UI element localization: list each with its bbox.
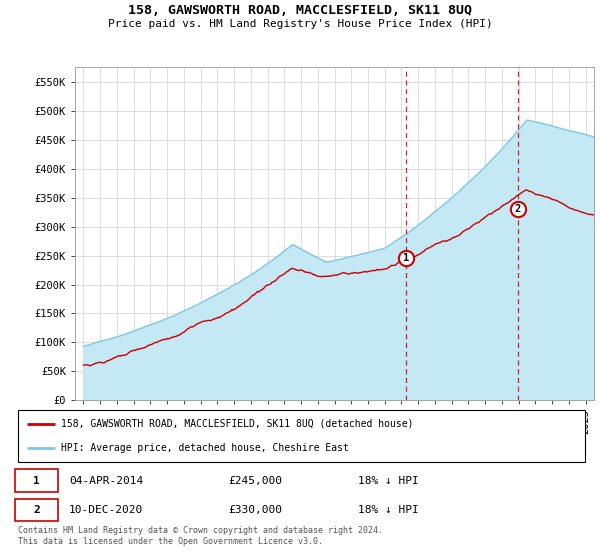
Text: 04-APR-2014: 04-APR-2014 bbox=[69, 475, 143, 486]
Text: 18% ↓ HPI: 18% ↓ HPI bbox=[358, 475, 419, 486]
Text: 1: 1 bbox=[403, 254, 409, 263]
Text: 2: 2 bbox=[34, 505, 40, 515]
Text: 2: 2 bbox=[515, 204, 521, 214]
Text: Price paid vs. HM Land Registry's House Price Index (HPI): Price paid vs. HM Land Registry's House … bbox=[107, 19, 493, 29]
Text: 158, GAWSWORTH ROAD, MACCLESFIELD, SK11 8UQ: 158, GAWSWORTH ROAD, MACCLESFIELD, SK11 … bbox=[128, 4, 472, 17]
Text: Contains HM Land Registry data © Crown copyright and database right 2024.
This d: Contains HM Land Registry data © Crown c… bbox=[18, 526, 383, 546]
Text: 10-DEC-2020: 10-DEC-2020 bbox=[69, 505, 143, 515]
Text: 18% ↓ HPI: 18% ↓ HPI bbox=[358, 505, 419, 515]
FancyBboxPatch shape bbox=[15, 499, 58, 521]
Text: 1: 1 bbox=[34, 475, 40, 486]
Text: £330,000: £330,000 bbox=[228, 505, 282, 515]
Text: £245,000: £245,000 bbox=[228, 475, 282, 486]
Text: HPI: Average price, detached house, Cheshire East: HPI: Average price, detached house, Ches… bbox=[61, 443, 349, 453]
FancyBboxPatch shape bbox=[15, 469, 58, 492]
Text: 158, GAWSWORTH ROAD, MACCLESFIELD, SK11 8UQ (detached house): 158, GAWSWORTH ROAD, MACCLESFIELD, SK11 … bbox=[61, 419, 413, 429]
